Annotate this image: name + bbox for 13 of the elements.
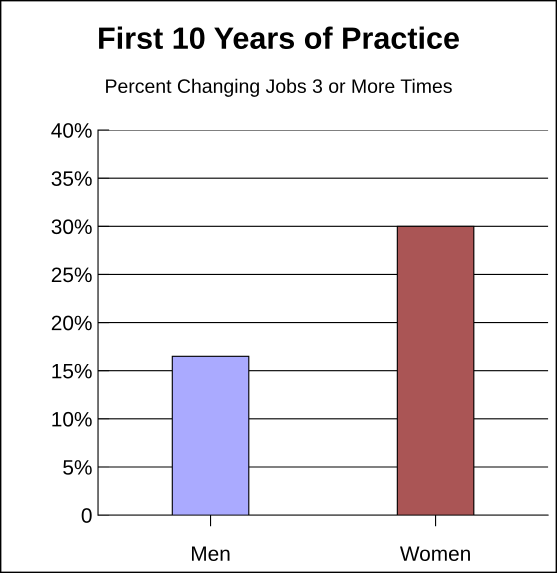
y-tick-label: 5% [63,460,92,475]
y-tick-label: 25% [52,267,92,282]
y-tick-label: 0 [82,508,92,523]
chart-title: First 10 Years of Practice [99,26,459,50]
x-tick-label: Men [192,546,230,561]
y-tick-label: 20% [52,316,92,330]
chart-subtitle: Percent Changing Jobs 3 or More Times [106,78,452,97]
y-tick-label: 35% [52,171,92,186]
y-tick-label: 10% [52,412,92,427]
x-tick-label: Women [400,546,470,561]
y-tick-label: 40% [51,123,92,138]
y-tick-label: 30% [52,219,92,234]
y-tick-label: 15% [52,364,92,378]
